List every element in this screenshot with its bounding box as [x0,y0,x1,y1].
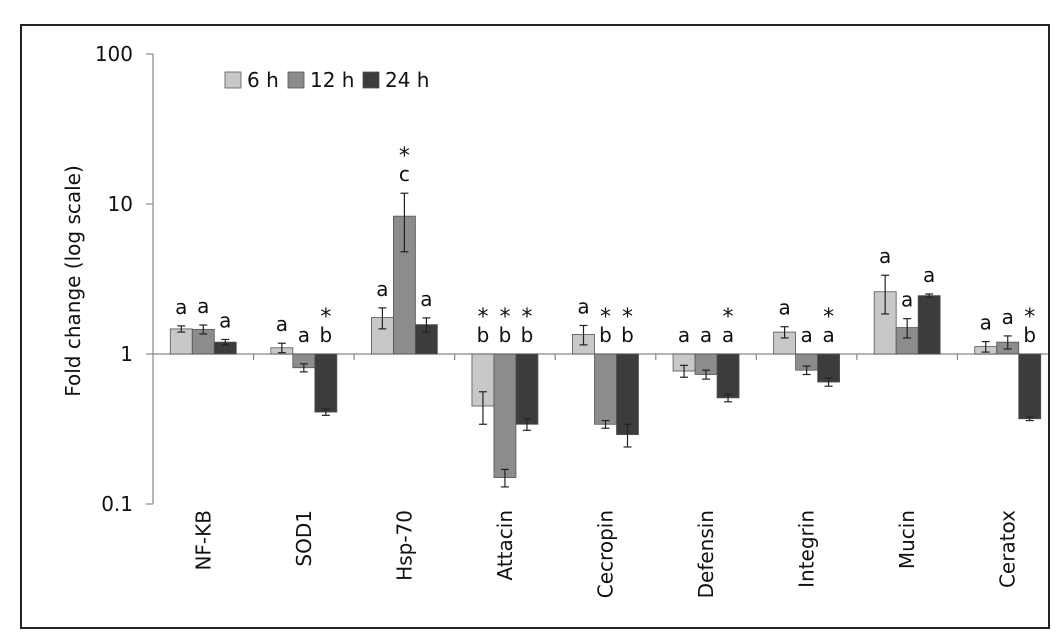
x-tick-label: Integrin [795,510,819,588]
data-label: * [499,305,510,330]
x-tick-label: NF-KB [191,510,215,571]
axes: 0.1 1 10 100 NF-KB SOD1 Hsp-70 Attacin Cecropin D… [95,42,1048,598]
data-label: * [399,144,410,169]
x-tick-label: Ceratox [996,510,1020,588]
legend-label: 12 h [310,68,354,92]
legend-label: 24 h [385,68,429,92]
data-label: a [800,323,812,347]
y-tick-label: 100 [95,42,133,66]
data-label: a [879,244,891,268]
x-tick-label: SOD1 [292,510,316,567]
data-label: a [420,287,432,311]
data-label: b [621,323,634,347]
data-label: c [399,162,410,186]
bar-chart: Fold change (log scale) 0.1 1 10 100 NF-KB SO… [61,42,1048,598]
data-label: a [923,263,935,287]
legend-swatch [362,71,380,89]
x-tick-label: Mucin [895,510,919,569]
data-label: a [700,323,712,347]
data-label: * [622,305,633,330]
data-label: a [376,277,388,301]
data-label: * [823,305,834,330]
data-label: b [477,323,490,347]
data-label: * [723,305,734,330]
data-label: a [197,294,209,318]
data-label: a [778,296,790,320]
figure-frame: Fold change (log scale) 0.1 1 10 100 NF-KB SO… [20,24,1050,629]
data-label: a [822,323,834,347]
data-label: a [901,288,913,312]
bar [716,353,740,399]
bar [314,353,338,413]
data-label: * [477,305,488,330]
data-label: a [980,311,992,335]
bar [493,353,517,478]
data-label: * [1024,305,1035,330]
data-label: a [276,312,288,336]
data-label: b [499,323,512,347]
y-tick-label: 10 [108,192,133,216]
bar [515,353,539,425]
y-tick-label: 1 [120,342,133,366]
legend-swatch [224,71,242,89]
y-axis-label: Fold change (log scale) [61,165,85,397]
legend-label: 6 h [247,68,279,92]
x-tick-label: Hsp-70 [392,510,416,581]
data-label: a [577,294,589,318]
data-label: b [1023,323,1036,347]
data-label: b [521,323,534,347]
data-label: b [599,323,612,347]
x-tick-label: Attacin [493,510,517,581]
data-label: b [319,323,332,347]
data-label: a [175,295,187,319]
data-label: a [722,323,734,347]
data-label: * [600,305,611,330]
bar [917,295,941,355]
data-label: a [219,308,231,332]
bar [1018,353,1042,420]
bar [594,353,617,425]
x-tick-label: Defensin [694,510,718,598]
y-tick-label: 0.1 [101,492,133,516]
bar [616,353,639,436]
data-label: a [298,323,310,347]
data-label: a [1002,305,1014,329]
data-label: * [320,305,331,330]
legend-swatch [287,71,305,89]
legend: 6 h 12 h 24 h [224,68,429,92]
x-tick-label: Cecropin [594,510,618,598]
data-label: * [521,305,532,330]
data-label: a [678,323,690,347]
